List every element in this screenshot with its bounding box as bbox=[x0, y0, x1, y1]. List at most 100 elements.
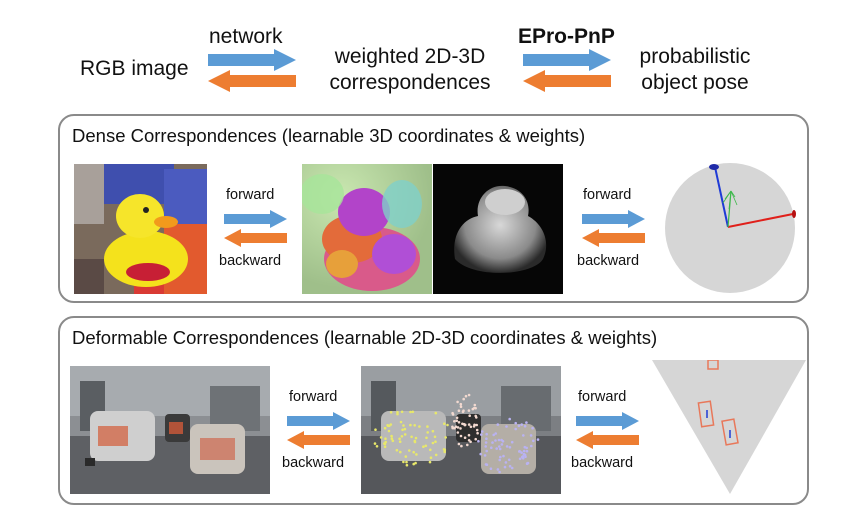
sample-point bbox=[424, 444, 428, 448]
sample-point bbox=[497, 438, 501, 442]
sample-point bbox=[508, 446, 512, 449]
sample-point bbox=[473, 406, 476, 410]
sample-point bbox=[404, 455, 408, 458]
sample-point bbox=[456, 426, 460, 429]
correspondences-node: weighted 2D-3D correspondences bbox=[305, 44, 515, 96]
dense-forward-arrow-2-icon bbox=[582, 210, 645, 228]
sample-point bbox=[479, 452, 482, 456]
sample-point bbox=[460, 444, 463, 448]
sample-point bbox=[456, 431, 460, 434]
sample-point bbox=[462, 397, 465, 401]
sample-point bbox=[485, 463, 489, 466]
sample-point bbox=[457, 442, 461, 446]
deformable-panel-title: Deformable Correspondences (learnable 2D… bbox=[72, 327, 658, 348]
sample-point bbox=[428, 460, 432, 464]
sample-point bbox=[455, 419, 458, 422]
sample-point bbox=[418, 425, 421, 428]
sample-point bbox=[457, 421, 461, 424]
sample-point bbox=[473, 403, 477, 407]
sample-point bbox=[383, 445, 387, 449]
deform-backward-label-2: backward bbox=[571, 455, 634, 471]
sample-point bbox=[443, 448, 447, 452]
sample-point bbox=[536, 438, 540, 441]
sample-point bbox=[467, 409, 471, 412]
dense-backward-arrow-1-icon bbox=[224, 229, 287, 247]
sample-point bbox=[510, 466, 514, 470]
sample-point bbox=[414, 461, 417, 465]
sample-point bbox=[413, 424, 416, 427]
sample-point bbox=[468, 414, 471, 417]
deform-backward-arrow-1-icon bbox=[287, 431, 350, 449]
sample-point bbox=[474, 437, 477, 441]
sample-point bbox=[459, 402, 463, 406]
sample-point bbox=[384, 437, 387, 440]
sample-point bbox=[426, 431, 429, 434]
object-pose-line1: probabilistic bbox=[639, 45, 751, 68]
sample-point bbox=[431, 429, 435, 433]
sample-point bbox=[504, 461, 508, 464]
sample-point bbox=[398, 440, 402, 443]
sample-point bbox=[426, 425, 429, 428]
sample-point bbox=[399, 420, 403, 424]
sample-point bbox=[457, 409, 461, 412]
sample-point bbox=[498, 470, 501, 474]
sample-point bbox=[429, 456, 433, 459]
duck-image bbox=[74, 164, 207, 294]
sample-point bbox=[412, 450, 415, 454]
sample-point bbox=[391, 439, 395, 443]
sample-point bbox=[399, 450, 402, 454]
sample-point bbox=[402, 424, 405, 427]
sample-point bbox=[433, 435, 437, 439]
header-backward-arrow-2-icon bbox=[523, 70, 611, 92]
sample-point bbox=[409, 410, 412, 414]
sample-point bbox=[429, 448, 432, 452]
sample-point bbox=[485, 437, 488, 440]
sample-point bbox=[434, 440, 437, 443]
sample-point bbox=[463, 436, 467, 439]
sample-point bbox=[521, 455, 525, 458]
sample-point bbox=[402, 460, 405, 464]
sample-point bbox=[459, 405, 463, 408]
sample-point bbox=[462, 409, 465, 412]
sample-point bbox=[501, 440, 505, 443]
sample-point bbox=[489, 467, 493, 470]
sample-point bbox=[507, 458, 511, 462]
deform-forward-label-2: forward bbox=[578, 389, 627, 405]
sample-point bbox=[409, 423, 412, 427]
sample-point bbox=[395, 448, 399, 452]
sample-point bbox=[464, 394, 468, 398]
deform-forward-arrow-1-icon bbox=[287, 412, 350, 430]
sample-point bbox=[485, 449, 488, 453]
street-sampling-image bbox=[361, 366, 561, 494]
dense-backward-label-2: backward bbox=[577, 253, 640, 269]
sample-point bbox=[373, 442, 377, 445]
sample-point bbox=[485, 432, 488, 436]
sample-point bbox=[494, 439, 497, 442]
sample-point bbox=[532, 439, 535, 443]
sample-point bbox=[466, 443, 469, 447]
dense-coordinate-map bbox=[302, 164, 432, 294]
sample-point bbox=[401, 428, 404, 432]
sample-point bbox=[415, 453, 418, 456]
sample-point bbox=[499, 455, 502, 459]
header-forward-arrow-2-icon bbox=[523, 49, 611, 71]
sample-point bbox=[443, 450, 446, 454]
sample-point bbox=[431, 441, 435, 445]
sample-point bbox=[389, 423, 393, 426]
sample-point bbox=[451, 425, 454, 429]
sample-point bbox=[375, 445, 379, 448]
sample-point bbox=[522, 449, 526, 453]
sample-point bbox=[467, 433, 471, 437]
sample-point bbox=[467, 393, 471, 397]
dense-backward-label-1: backward bbox=[219, 253, 282, 269]
sample-point bbox=[469, 440, 472, 444]
sample-point bbox=[524, 455, 527, 458]
sample-point bbox=[477, 439, 480, 443]
sample-point bbox=[531, 426, 534, 430]
sample-point bbox=[508, 464, 512, 468]
sample-point bbox=[518, 457, 522, 461]
sample-point bbox=[434, 453, 438, 457]
sample-point bbox=[530, 444, 533, 448]
sample-point bbox=[398, 437, 401, 441]
sample-point bbox=[498, 445, 501, 448]
